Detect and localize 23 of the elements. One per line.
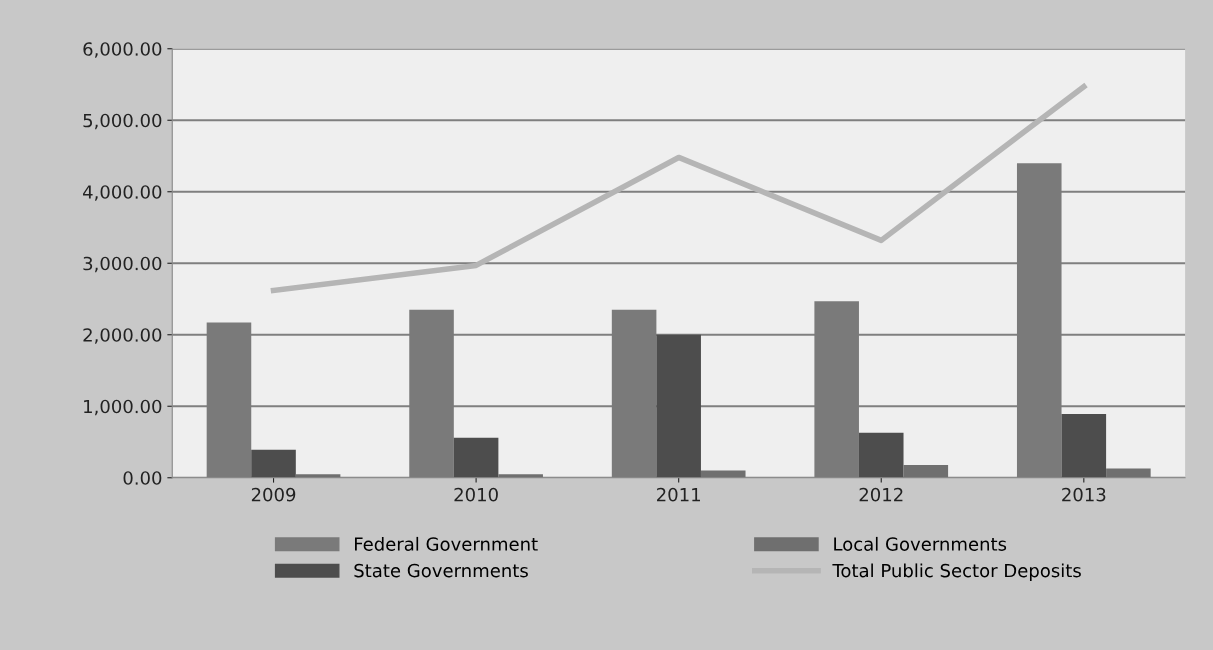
x-tick-label: 2011 xyxy=(657,487,700,502)
bar xyxy=(1106,468,1151,478)
y-tick-label: 1,000.00 xyxy=(84,399,162,416)
y-tick-label: 0.00 xyxy=(123,471,162,485)
y-tick-label: 5,000.00 xyxy=(83,113,162,130)
y-tick-label: 3,000.00 xyxy=(83,256,162,273)
x-tick-label: 2009 xyxy=(251,487,296,502)
bar xyxy=(858,432,904,478)
bar xyxy=(453,437,499,478)
legend-label: Total Public Sector Deposits xyxy=(832,563,1081,581)
bar xyxy=(1061,414,1107,478)
legend-label: State Governments xyxy=(354,563,528,578)
legend-label: Local Governments xyxy=(834,536,1007,551)
bar xyxy=(656,334,701,478)
bar xyxy=(251,449,296,478)
bar xyxy=(903,464,949,478)
y-tick-label: 2,000.00 xyxy=(83,328,162,344)
x-tick-label: 2013 xyxy=(1062,487,1106,502)
x-tick-label: 2012 xyxy=(859,487,903,502)
x-tick-label: 2010 xyxy=(454,487,498,502)
legend-label: Federal Government xyxy=(355,536,538,551)
y-tick-label: 6,000.00 xyxy=(83,42,162,58)
y-tick-label: 4,000.00 xyxy=(83,185,162,201)
